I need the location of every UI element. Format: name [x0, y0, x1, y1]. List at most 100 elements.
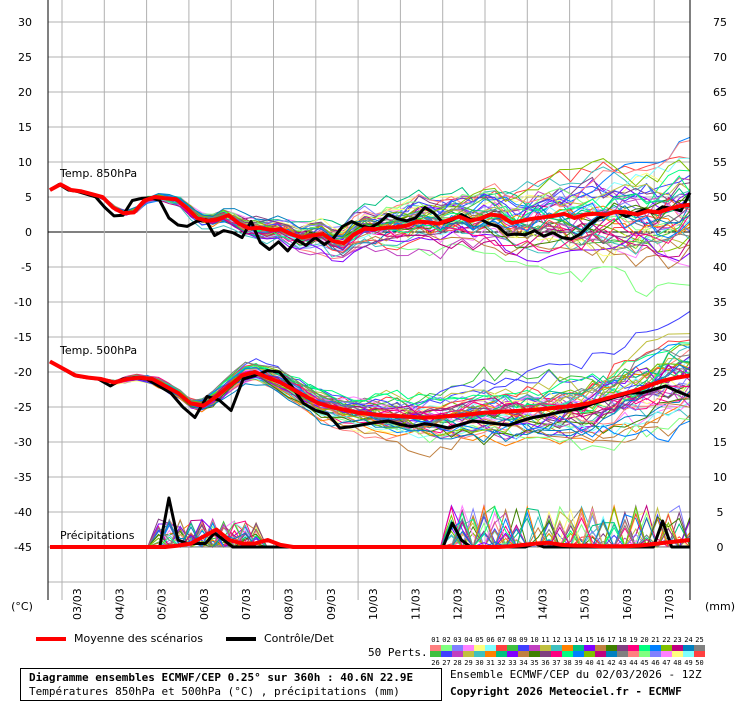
x-tick-label: 17/03	[663, 588, 676, 620]
member-number: 28	[453, 659, 462, 667]
control-line-precip	[50, 496, 690, 549]
member-color-swatch	[683, 645, 694, 651]
mean-legend-label: Moyenne des scénarios	[74, 632, 203, 645]
member-color-swatch	[485, 651, 496, 657]
member-number: 17	[607, 636, 616, 644]
control-legend-swatch	[226, 637, 256, 641]
member-color-swatch	[628, 651, 639, 657]
member-line-precip	[50, 516, 690, 549]
member-number: 09	[519, 636, 528, 644]
right-tick-label: 0	[717, 541, 724, 554]
left-tick-label: -25	[14, 401, 32, 414]
footer-title: Diagramme ensembles ECMWF/CEP 0.25° sur …	[29, 671, 414, 684]
member-color-swatch	[606, 651, 617, 657]
member-color-swatch	[672, 651, 683, 657]
member-color-swatch	[463, 651, 474, 657]
right-tick-label: 20	[713, 401, 727, 414]
member-color-swatch	[452, 645, 463, 651]
footer-subtitle: Températures 850hPa et 500hPa (°C) , pré…	[29, 685, 400, 698]
left-tick-label: 5	[25, 191, 32, 204]
member-number: 25	[695, 636, 704, 644]
x-tick-label: 10/03	[367, 588, 380, 620]
left-tick-label: 0	[25, 226, 32, 239]
t850-panel-label: Temp. 850hPa	[59, 167, 137, 180]
member-number: 31	[486, 659, 495, 667]
x-tick-label: 11/03	[409, 588, 422, 620]
member-color-swatch	[573, 651, 584, 657]
right-tick-label: 55	[713, 156, 727, 169]
member-color-swatch	[694, 651, 705, 657]
member-number: 05	[475, 636, 484, 644]
member-number: 06	[486, 636, 495, 644]
member-number: 08	[508, 636, 517, 644]
member-number: 23	[673, 636, 682, 644]
x-tick-label: 04/03	[113, 588, 126, 620]
mean-legend-swatch	[36, 637, 66, 641]
member-number: 45	[640, 659, 649, 667]
x-tick-label: 14/03	[536, 588, 549, 620]
member-number: 49	[684, 659, 693, 667]
member-color-swatch	[551, 645, 562, 651]
member-color-swatch	[595, 651, 606, 657]
mean-line-500	[49, 359, 691, 420]
member-color-swatch	[661, 651, 672, 657]
footer-box: Diagramme ensembles ECMWF/CEP 0.25° sur …	[20, 668, 442, 701]
member-color-swatch	[540, 651, 551, 657]
left-tick-label: -45	[14, 541, 32, 554]
member-color-swatch	[628, 645, 639, 651]
member-color-swatch	[617, 651, 628, 657]
member-number: 24	[684, 636, 693, 644]
member-number: 18	[618, 636, 627, 644]
member-number: 13	[563, 636, 572, 644]
left-tick-label: 15	[18, 121, 32, 134]
member-color-swatch	[639, 651, 650, 657]
right-tick-label: 45	[713, 226, 727, 239]
member-color-swatch	[650, 645, 661, 651]
x-tick-label: 03/03	[71, 588, 84, 620]
member-color-swatch	[694, 645, 705, 651]
member-color-swatch	[562, 645, 573, 651]
right-tick-label: 30	[713, 331, 727, 344]
member-color-swatch	[606, 645, 617, 651]
right-tick-label: 70	[713, 51, 727, 64]
member-number: 03	[453, 636, 462, 644]
member-number: 43	[618, 659, 627, 667]
member-color-swatch	[463, 645, 474, 651]
member-number: 32	[497, 659, 506, 667]
member-color-swatch	[485, 645, 496, 651]
member-line-850	[49, 184, 691, 238]
member-number: 46	[651, 659, 660, 667]
member-color-swatch	[529, 645, 540, 651]
member-number: 36	[541, 659, 550, 667]
left-tick-label: 25	[18, 51, 32, 64]
member-number: 15	[585, 636, 594, 644]
member-color-swatch	[650, 651, 661, 657]
left-tick-label: -35	[14, 471, 32, 484]
right-tick-label: 60	[713, 121, 727, 134]
x-tick-label: 07/03	[240, 588, 253, 620]
member-color-swatch	[496, 651, 507, 657]
right-tick-label: 40	[713, 261, 727, 274]
member-color-swatch	[507, 651, 518, 657]
left-tick-label: 30	[18, 16, 32, 29]
right-axis-unit: (mm)	[705, 600, 735, 613]
member-number: 21	[651, 636, 660, 644]
member-color-swatch	[672, 645, 683, 651]
member-color-swatch	[474, 645, 485, 651]
member-color-swatch	[617, 645, 628, 651]
copyright: Copyright 2026 Meteociel.fr - ECMWF	[450, 685, 682, 698]
member-color-swatch	[584, 645, 595, 651]
member-color-swatch	[430, 651, 441, 657]
x-tick-label: 08/03	[283, 588, 296, 620]
member-number: 37	[552, 659, 561, 667]
member-number: 20	[640, 636, 649, 644]
member-number: 22	[662, 636, 671, 644]
member-number: 12	[552, 636, 561, 644]
right-tick-label: 15	[713, 436, 727, 449]
member-color-swatch	[441, 651, 452, 657]
right-tick-label: 50	[713, 191, 727, 204]
x-tick-label: 15/03	[579, 588, 592, 620]
member-number: 34	[519, 659, 528, 667]
run-info: Ensemble ECMWF/CEP du 02/03/2026 - 12Z	[450, 668, 702, 681]
